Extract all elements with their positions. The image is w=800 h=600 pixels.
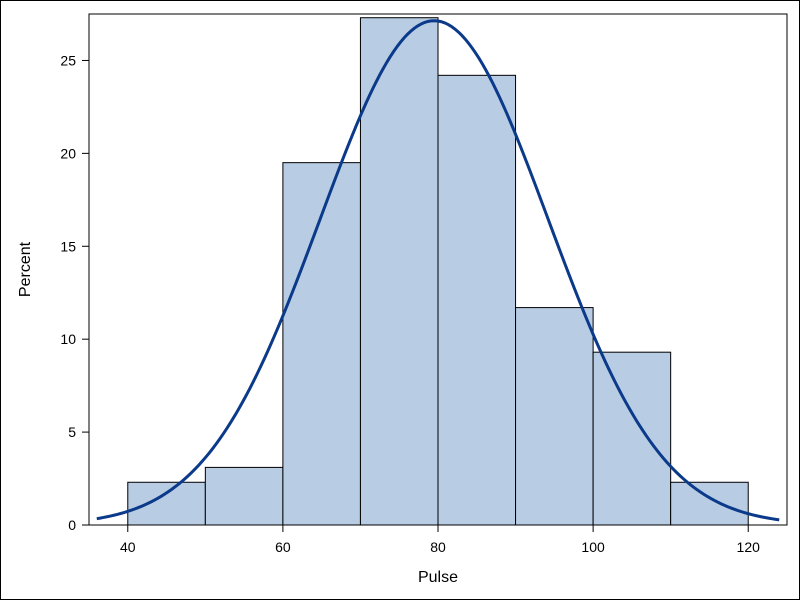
- y-axis: 0 5 10 15 20 25: [60, 52, 89, 533]
- x-tick-label: 60: [275, 539, 291, 555]
- histogram-bar: [359, 17, 439, 526]
- x-axis-title: Pulse: [418, 569, 458, 586]
- histogram-bar: [592, 351, 672, 526]
- y-tick-label: 25: [60, 52, 76, 68]
- x-tick-label: 40: [120, 539, 136, 555]
- normal-density-curve: [96, 19, 780, 522]
- x-tick-label: 80: [430, 539, 446, 555]
- y-tick-label: 0: [68, 517, 76, 533]
- histogram-bar: [437, 74, 517, 526]
- x-tick-label: 100: [581, 539, 605, 555]
- y-tick-label: 15: [60, 238, 76, 254]
- histogram-bars: [127, 17, 749, 526]
- y-tick-label: 20: [60, 145, 76, 161]
- x-axis: 40 60 80 100 120: [120, 525, 760, 555]
- x-tick-label: 120: [737, 539, 761, 555]
- histogram-bar: [282, 162, 361, 526]
- histogram-bar: [515, 307, 594, 526]
- y-tick-label: 10: [60, 331, 76, 347]
- y-tick-label: 5: [68, 424, 76, 440]
- y-axis-title: Percent: [17, 241, 34, 297]
- histogram-bar: [127, 481, 206, 526]
- histogram-bar: [670, 481, 749, 526]
- histogram-bar: [204, 466, 284, 526]
